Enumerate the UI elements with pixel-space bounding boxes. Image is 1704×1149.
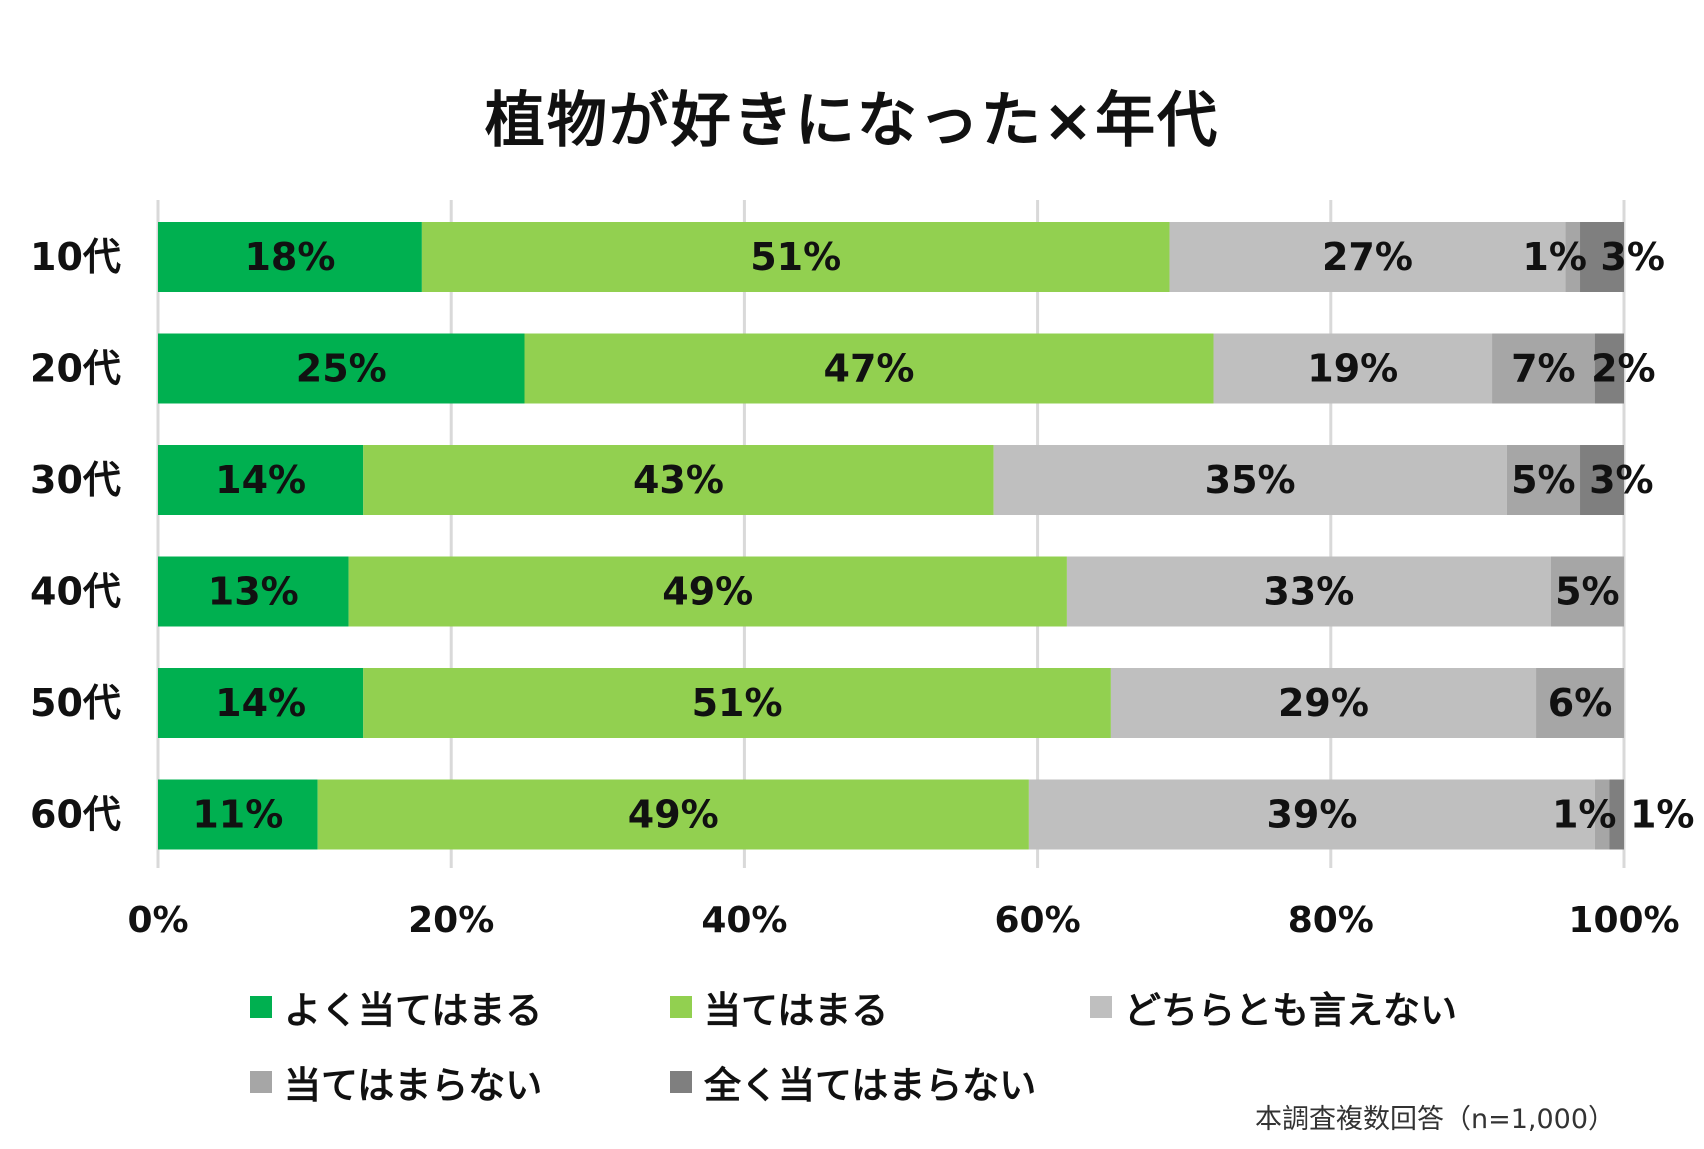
data-label: 49% bbox=[628, 793, 719, 837]
data-label: 13% bbox=[208, 570, 299, 614]
bar-segment bbox=[421, 222, 1170, 292]
data-label: 3% bbox=[1600, 235, 1665, 279]
gridlines bbox=[156, 200, 1626, 868]
x-tick-label: 60% bbox=[995, 900, 1081, 941]
legend-swatch bbox=[250, 996, 272, 1018]
data-label: 43% bbox=[633, 458, 724, 502]
bar-segment bbox=[1066, 556, 1551, 627]
data-label: 35% bbox=[1205, 458, 1296, 502]
data-label: 1% bbox=[1552, 793, 1617, 837]
bars bbox=[158, 222, 1624, 850]
legend-item: 全く当てはまらない bbox=[670, 1055, 1036, 1109]
data-label: 5% bbox=[1555, 570, 1620, 614]
bar-segment bbox=[1609, 779, 1624, 850]
bar-segment bbox=[1594, 333, 1624, 404]
bar-segment bbox=[1594, 779, 1610, 850]
bar-segment bbox=[363, 445, 994, 515]
chart-plot: 0% 20% 40% 60% 80% 100% 10代 20代 30代 40代 50代 60代 18% 5… bbox=[30, 200, 1694, 941]
legend-label: 当てはまる bbox=[704, 989, 889, 1032]
bar-segment bbox=[1028, 779, 1595, 850]
bar-segment bbox=[158, 779, 318, 850]
category-label: 10代 bbox=[30, 235, 121, 279]
data-label: 1% bbox=[1522, 235, 1587, 279]
bar-segment bbox=[1580, 222, 1624, 292]
legend-label: 当てはまらない bbox=[284, 1064, 543, 1107]
labels: 0% 20% 40% 60% 80% 100% 10代 20代 30代 40代 50代 60代 18% 5… bbox=[30, 235, 1694, 941]
bar-segment bbox=[524, 333, 1214, 404]
bar-segment bbox=[1213, 333, 1493, 404]
bar-segment bbox=[158, 668, 364, 738]
data-label: 39% bbox=[1266, 793, 1357, 837]
category-label: 40代 bbox=[30, 570, 121, 614]
legend-label: どちらとも言えない bbox=[1124, 989, 1457, 1032]
bar-segment bbox=[158, 222, 422, 292]
legend-swatch bbox=[1090, 996, 1112, 1018]
data-label: 18% bbox=[244, 235, 335, 279]
bar-segment bbox=[158, 445, 364, 515]
chart-title: 植物が好きになった×年代 bbox=[484, 86, 1220, 156]
legend-item: どちらとも言えない bbox=[1090, 980, 1457, 1034]
data-label: 5% bbox=[1511, 458, 1576, 502]
data-label: 14% bbox=[215, 458, 306, 502]
survey-note: 本調査複数回答（n=1,000） bbox=[1255, 1104, 1616, 1135]
data-label: 14% bbox=[215, 681, 306, 725]
bar-segment bbox=[158, 333, 525, 404]
bar-segment bbox=[363, 668, 1111, 738]
bar-segment bbox=[158, 556, 349, 627]
x-tick-label: 40% bbox=[701, 900, 787, 941]
category-label: 30代 bbox=[30, 458, 121, 502]
legend-item: 当てはまらない bbox=[250, 1055, 542, 1109]
bar-segment bbox=[1536, 668, 1624, 738]
legend-swatch bbox=[670, 996, 692, 1018]
legend-item: よく当てはまる bbox=[250, 980, 542, 1034]
bar-segment bbox=[1580, 445, 1624, 515]
x-tick-label: 100% bbox=[1568, 900, 1679, 941]
bar-segment bbox=[993, 445, 1507, 515]
x-tick-label: 20% bbox=[408, 900, 494, 941]
legend-label: よく当てはまる bbox=[284, 989, 543, 1032]
category-label: 60代 bbox=[30, 793, 121, 837]
data-label: 19% bbox=[1307, 347, 1398, 391]
bar-segment bbox=[1506, 445, 1581, 515]
category-label: 20代 bbox=[30, 347, 121, 391]
data-label: 51% bbox=[692, 681, 783, 725]
data-label: 6% bbox=[1548, 681, 1613, 725]
data-label: 1% bbox=[1630, 793, 1695, 837]
bar-segment bbox=[1110, 668, 1537, 738]
category-label: 50代 bbox=[30, 681, 121, 725]
data-label: 29% bbox=[1278, 681, 1369, 725]
bar-segment bbox=[317, 779, 1029, 850]
data-label: 11% bbox=[192, 793, 283, 837]
data-label: 2% bbox=[1591, 347, 1656, 391]
data-label: 49% bbox=[662, 570, 753, 614]
data-label: 25% bbox=[296, 347, 387, 391]
bar-segment bbox=[1492, 333, 1595, 404]
bar-segment bbox=[1550, 556, 1624, 627]
data-label: 47% bbox=[824, 347, 915, 391]
legend-item: 当てはまる bbox=[670, 980, 888, 1034]
x-tick-label: 0% bbox=[127, 900, 188, 941]
legend-label: 全く当てはまらない bbox=[704, 1064, 1037, 1107]
data-label: 27% bbox=[1322, 235, 1413, 279]
legend-swatch bbox=[670, 1071, 692, 1093]
data-label: 3% bbox=[1589, 458, 1654, 502]
legend-swatch bbox=[250, 1071, 272, 1093]
bar-segment bbox=[348, 556, 1067, 627]
x-tick-label: 80% bbox=[1288, 900, 1374, 941]
data-label: 33% bbox=[1263, 570, 1354, 614]
data-label: 7% bbox=[1511, 347, 1576, 391]
data-label: 51% bbox=[750, 235, 841, 279]
bar-segment bbox=[1169, 222, 1566, 292]
legend: よく当てはまる 当てはまる どちらとも言えない当てはまらない 全く当てはまらない bbox=[250, 980, 1550, 1140]
bar-segment bbox=[1565, 222, 1581, 292]
